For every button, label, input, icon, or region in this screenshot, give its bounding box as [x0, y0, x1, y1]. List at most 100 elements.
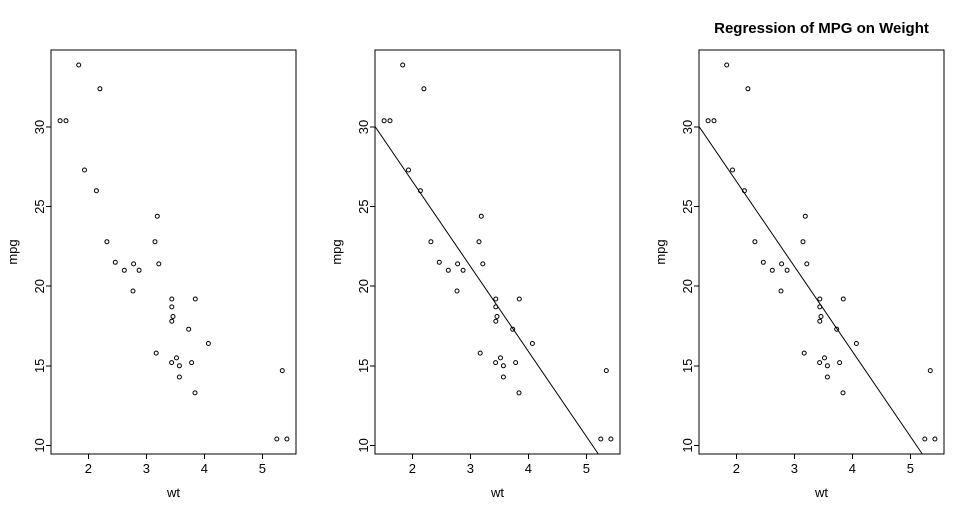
data-point: [169, 296, 175, 302]
regression-line: [698, 126, 923, 455]
y-tick-label: 25: [32, 199, 47, 213]
data-point: [477, 350, 483, 356]
data-point: [176, 374, 182, 380]
y-axis-label: mpg: [329, 239, 344, 264]
panel-scatter: 2 3 4 5 10 15 20 25 30 wt mpg: [0, 0, 324, 520]
data-point: [82, 167, 87, 173]
y-tick-label: 10: [356, 438, 371, 452]
chart-title: Regression of MPG on Weight: [714, 20, 929, 37]
data-point: [801, 350, 807, 356]
data-point: [840, 390, 846, 396]
data-point: [817, 296, 823, 302]
scatter-plot-with-regression: 2 3 4 5 10 15 20 25 30 wt mpg: [329, 49, 621, 500]
data-point: [130, 288, 136, 294]
y-tick-label: 20: [680, 279, 695, 293]
x-axis-label: wt: [166, 485, 180, 500]
data-point: [817, 318, 823, 324]
y-tick-label: 25: [680, 199, 695, 213]
x-tick-label: 3: [143, 461, 150, 476]
data-point: [724, 62, 730, 68]
data-point: [476, 239, 482, 245]
data-point: [927, 368, 933, 374]
data-point: [421, 86, 427, 92]
data-point: [381, 118, 387, 124]
data-point: [284, 436, 290, 442]
data-point: [154, 213, 160, 219]
data-point: [800, 239, 806, 245]
x-tick-label: 4: [525, 461, 532, 476]
data-point: [136, 267, 142, 273]
data-point: [436, 259, 442, 265]
data-point: [598, 436, 604, 442]
data-point: [834, 326, 840, 332]
data-point: [711, 118, 717, 124]
data-point: [817, 304, 823, 310]
data-point: [822, 355, 827, 361]
data-point: [153, 350, 159, 356]
data-point: [745, 86, 751, 92]
y-tick-label: 10: [32, 438, 47, 452]
data-point: [156, 261, 162, 267]
data-point: [279, 368, 285, 374]
data-point: [498, 355, 503, 361]
data-point: [510, 326, 516, 332]
plot-box: [698, 49, 945, 455]
x-tick-label: 5: [259, 461, 266, 476]
y-tick-label: 15: [680, 359, 695, 373]
x-tick-label: 5: [907, 461, 914, 476]
x-tick-label: 3: [467, 461, 474, 476]
data-point: [192, 390, 198, 396]
data-point: [189, 360, 195, 366]
data-point: [170, 314, 176, 319]
data-point: [752, 239, 758, 245]
data-point: [480, 261, 486, 267]
plot-box: [50, 49, 297, 455]
data-point: [455, 261, 461, 267]
data-point: [730, 167, 735, 173]
data-point: [176, 363, 182, 369]
data-point: [802, 213, 808, 219]
data-point: [493, 296, 499, 302]
scatter-plot-regression-titled: 2 3 4 5 10 15 20 25 30 wt mpg Regression of MPG on …: [653, 20, 945, 500]
data-point: [804, 261, 810, 267]
data-point: [853, 341, 859, 346]
data-point: [494, 314, 500, 319]
data-point: [516, 390, 522, 396]
x-axis-label: wt: [814, 485, 828, 500]
y-tick-label: 30: [680, 120, 695, 134]
data-point: [169, 304, 175, 310]
panel-regression-titled: 2 3 4 5 10 15 20 25 30 wt mpg Regression of MPG on …: [648, 0, 972, 520]
data-point: [460, 267, 466, 273]
data-point: [274, 436, 280, 442]
data-point: [603, 368, 609, 374]
x-tick-label: 2: [409, 461, 416, 476]
x-tick-label: 4: [849, 461, 856, 476]
data-point: [93, 188, 99, 194]
y-tick-label: 30: [32, 120, 47, 134]
data-point: [112, 259, 118, 265]
data-point: [400, 62, 406, 68]
data-point: [608, 436, 614, 442]
data-point: [493, 304, 499, 310]
y-tick-label: 20: [32, 279, 47, 293]
x-tick-label: 4: [201, 461, 208, 476]
y-axis-label: mpg: [653, 239, 668, 264]
data-point: [741, 188, 747, 194]
data-point: [428, 239, 434, 245]
x-tick-label: 5: [583, 461, 590, 476]
data-point: [500, 363, 506, 369]
data-point: [406, 167, 411, 173]
data-point: [493, 360, 499, 366]
regression-line: [374, 126, 599, 455]
data-point: [837, 360, 843, 366]
y-tick-label: 20: [356, 279, 371, 293]
data-point: [445, 267, 451, 273]
data-point: [387, 118, 393, 124]
data-point: [824, 363, 830, 369]
data-point: [121, 267, 127, 273]
data-point: [478, 213, 484, 219]
data-point: [516, 296, 522, 302]
panel-scatter-with-fit: 2 3 4 5 10 15 20 25 30 wt mpg: [324, 0, 648, 520]
data-point: [104, 239, 110, 245]
data-point: [186, 326, 192, 332]
